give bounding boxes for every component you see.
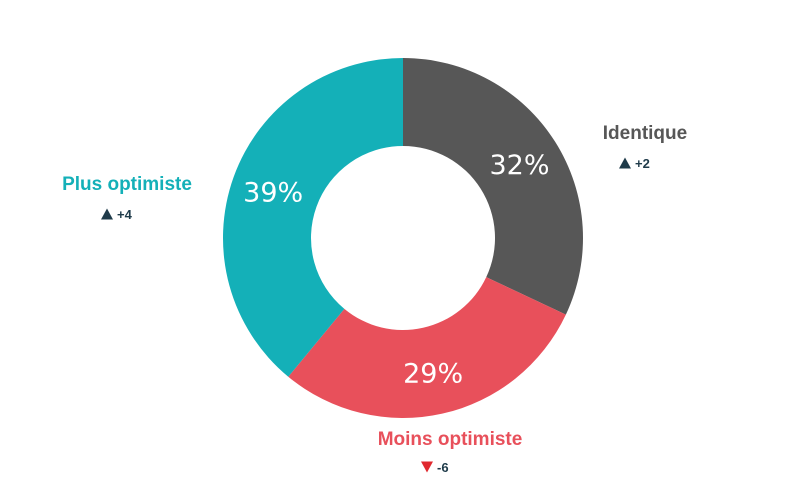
- change-label-plus-optimiste: +4: [117, 207, 133, 222]
- donut-slices: [223, 58, 583, 418]
- category-labels: Identique +2 Moins optimiste -6 Plus optimis…: [62, 123, 687, 475]
- slice-moins-optimiste: [288, 277, 566, 418]
- triangle-down-icon-moins-optimiste: [421, 461, 433, 473]
- slice-plus-optimiste: [223, 58, 403, 377]
- category-label-identique: Identique: [603, 123, 687, 144]
- category-label-moins-optimiste: Moins optimiste: [378, 429, 523, 450]
- slice-identique: [403, 58, 583, 315]
- donut-value-labels: 32% 29% 39%: [243, 150, 549, 390]
- value-label-identique: 32%: [490, 150, 550, 181]
- change-label-identique: +2: [635, 156, 650, 171]
- triangle-up-icon-plus-optimiste: [101, 208, 113, 220]
- category-label-plus-optimiste: Plus optimiste: [62, 174, 192, 195]
- change-label-moins-optimiste: -6: [437, 460, 449, 475]
- value-label-plus-optimiste: 39%: [243, 177, 303, 208]
- triangle-up-icon-identique: [619, 157, 631, 169]
- value-label-moins-optimiste: 29%: [403, 359, 463, 390]
